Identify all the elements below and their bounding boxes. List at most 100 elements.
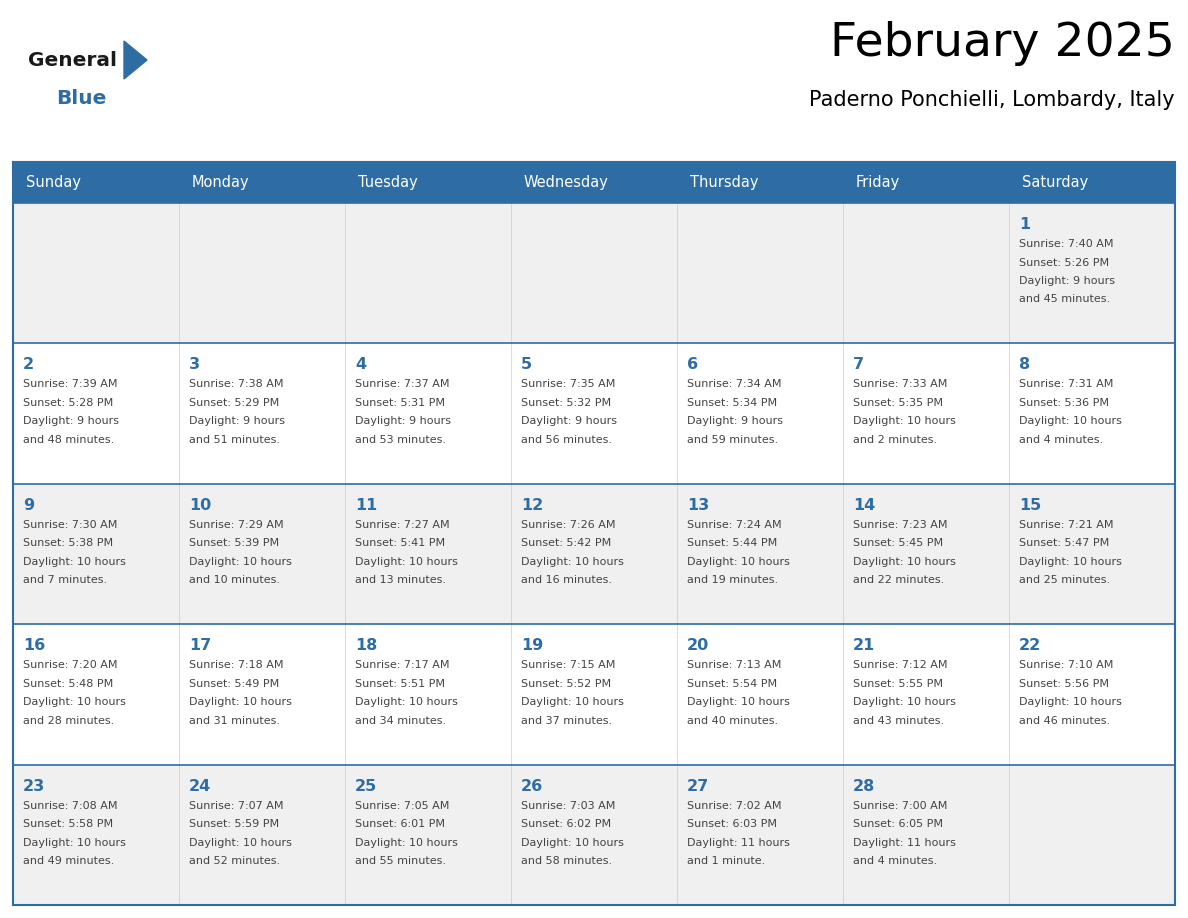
Text: and 13 minutes.: and 13 minutes. [355, 576, 446, 586]
Text: 23: 23 [23, 778, 45, 793]
Text: Daylight: 9 hours: Daylight: 9 hours [522, 417, 617, 426]
Text: Sunrise: 7:08 AM: Sunrise: 7:08 AM [23, 800, 118, 811]
Text: and 34 minutes.: and 34 minutes. [355, 716, 447, 726]
Text: Sunrise: 7:26 AM: Sunrise: 7:26 AM [522, 520, 615, 530]
Text: Daylight: 10 hours: Daylight: 10 hours [355, 697, 457, 707]
Text: 25: 25 [355, 778, 378, 793]
Text: Daylight: 10 hours: Daylight: 10 hours [687, 557, 790, 566]
Text: Sunset: 5:38 PM: Sunset: 5:38 PM [23, 538, 113, 548]
Text: Daylight: 11 hours: Daylight: 11 hours [687, 837, 790, 847]
Text: Sunrise: 7:24 AM: Sunrise: 7:24 AM [687, 520, 782, 530]
Text: Sunrise: 7:20 AM: Sunrise: 7:20 AM [23, 660, 118, 670]
Text: Sunrise: 7:21 AM: Sunrise: 7:21 AM [1019, 520, 1113, 530]
Text: Sunrise: 7:33 AM: Sunrise: 7:33 AM [853, 379, 947, 389]
Text: 2: 2 [23, 357, 34, 373]
Text: 24: 24 [189, 778, 211, 793]
Text: and 45 minutes.: and 45 minutes. [1019, 295, 1110, 305]
Text: 1: 1 [1019, 217, 1030, 232]
Text: Daylight: 9 hours: Daylight: 9 hours [23, 417, 119, 426]
Text: 26: 26 [522, 778, 543, 793]
Text: and 28 minutes.: and 28 minutes. [23, 716, 114, 726]
Text: Daylight: 10 hours: Daylight: 10 hours [522, 697, 624, 707]
Text: and 58 minutes.: and 58 minutes. [522, 856, 612, 866]
Text: Sunset: 5:44 PM: Sunset: 5:44 PM [687, 538, 777, 548]
Text: Sunrise: 7:23 AM: Sunrise: 7:23 AM [853, 520, 948, 530]
Text: Daylight: 10 hours: Daylight: 10 hours [1019, 557, 1121, 566]
Polygon shape [124, 41, 147, 79]
Text: Tuesday: Tuesday [358, 175, 418, 190]
Text: Sunrise: 7:07 AM: Sunrise: 7:07 AM [189, 800, 284, 811]
Text: General: General [29, 50, 116, 70]
Text: Sunrise: 7:37 AM: Sunrise: 7:37 AM [355, 379, 449, 389]
Text: 10: 10 [189, 498, 211, 513]
Text: Daylight: 9 hours: Daylight: 9 hours [189, 417, 285, 426]
Text: Sunset: 5:47 PM: Sunset: 5:47 PM [1019, 538, 1110, 548]
Text: 7: 7 [853, 357, 864, 373]
Text: Sunset: 5:28 PM: Sunset: 5:28 PM [23, 397, 113, 408]
Text: Sunset: 5:29 PM: Sunset: 5:29 PM [189, 397, 279, 408]
Text: Daylight: 10 hours: Daylight: 10 hours [1019, 417, 1121, 426]
Text: and 2 minutes.: and 2 minutes. [853, 435, 937, 445]
Text: Sunset: 5:59 PM: Sunset: 5:59 PM [189, 819, 279, 829]
Text: Saturday: Saturday [1022, 175, 1088, 190]
Text: Thursday: Thursday [690, 175, 758, 190]
Text: Sunset: 6:02 PM: Sunset: 6:02 PM [522, 819, 611, 829]
Text: Sunrise: 7:05 AM: Sunrise: 7:05 AM [355, 800, 449, 811]
Text: 19: 19 [522, 638, 543, 654]
Text: and 25 minutes.: and 25 minutes. [1019, 576, 1110, 586]
Text: and 7 minutes.: and 7 minutes. [23, 576, 107, 586]
Text: 16: 16 [23, 638, 45, 654]
Text: Sunrise: 7:02 AM: Sunrise: 7:02 AM [687, 800, 782, 811]
Text: and 53 minutes.: and 53 minutes. [355, 435, 446, 445]
Text: and 51 minutes.: and 51 minutes. [189, 435, 280, 445]
Text: Sunset: 6:01 PM: Sunset: 6:01 PM [355, 819, 446, 829]
Text: Sunrise: 7:35 AM: Sunrise: 7:35 AM [522, 379, 615, 389]
Text: Sunset: 5:48 PM: Sunset: 5:48 PM [23, 678, 113, 688]
Text: Sunset: 5:36 PM: Sunset: 5:36 PM [1019, 397, 1110, 408]
Text: February 2025: February 2025 [830, 21, 1175, 66]
Text: and 56 minutes.: and 56 minutes. [522, 435, 612, 445]
Text: Sunrise: 7:30 AM: Sunrise: 7:30 AM [23, 520, 118, 530]
Text: Sunset: 5:35 PM: Sunset: 5:35 PM [853, 397, 943, 408]
Text: and 55 minutes.: and 55 minutes. [355, 856, 446, 866]
Text: Sunrise: 7:40 AM: Sunrise: 7:40 AM [1019, 239, 1113, 249]
Text: Daylight: 10 hours: Daylight: 10 hours [853, 697, 956, 707]
Text: 27: 27 [687, 778, 709, 793]
Text: Sunset: 6:05 PM: Sunset: 6:05 PM [853, 819, 943, 829]
Text: 3: 3 [189, 357, 200, 373]
Text: 8: 8 [1019, 357, 1030, 373]
Text: Daylight: 10 hours: Daylight: 10 hours [853, 557, 956, 566]
Text: 9: 9 [23, 498, 34, 513]
Text: Sunrise: 7:29 AM: Sunrise: 7:29 AM [189, 520, 284, 530]
Text: Sunrise: 7:15 AM: Sunrise: 7:15 AM [522, 660, 615, 670]
Bar [13, 343, 1175, 484]
Text: Sunrise: 7:18 AM: Sunrise: 7:18 AM [189, 660, 284, 670]
Text: 28: 28 [853, 778, 876, 793]
Text: 21: 21 [853, 638, 876, 654]
Text: 6: 6 [687, 357, 699, 373]
Text: Sunset: 5:51 PM: Sunset: 5:51 PM [355, 678, 446, 688]
Text: Sunrise: 7:00 AM: Sunrise: 7:00 AM [853, 800, 947, 811]
Text: Sunset: 5:32 PM: Sunset: 5:32 PM [522, 397, 611, 408]
Text: Sunset: 5:42 PM: Sunset: 5:42 PM [522, 538, 612, 548]
Text: Sunset: 5:39 PM: Sunset: 5:39 PM [189, 538, 279, 548]
Text: 15: 15 [1019, 498, 1041, 513]
Bar [13, 765, 1175, 905]
Text: Daylight: 10 hours: Daylight: 10 hours [355, 837, 457, 847]
Text: Monday: Monday [192, 175, 249, 190]
Text: and 37 minutes.: and 37 minutes. [522, 716, 612, 726]
Text: and 4 minutes.: and 4 minutes. [1019, 435, 1104, 445]
Text: Sunrise: 7:39 AM: Sunrise: 7:39 AM [23, 379, 118, 389]
Text: Daylight: 10 hours: Daylight: 10 hours [189, 557, 292, 566]
Text: Sunset: 5:41 PM: Sunset: 5:41 PM [355, 538, 446, 548]
Text: Daylight: 10 hours: Daylight: 10 hours [189, 837, 292, 847]
Text: 4: 4 [355, 357, 366, 373]
Bar [13, 624, 1175, 765]
Text: and 10 minutes.: and 10 minutes. [189, 576, 280, 586]
Text: Daylight: 10 hours: Daylight: 10 hours [23, 837, 126, 847]
Text: Daylight: 10 hours: Daylight: 10 hours [23, 557, 126, 566]
Text: Sunday: Sunday [26, 175, 81, 190]
Text: Daylight: 10 hours: Daylight: 10 hours [189, 697, 292, 707]
Text: Sunrise: 7:27 AM: Sunrise: 7:27 AM [355, 520, 449, 530]
Text: 17: 17 [189, 638, 211, 654]
